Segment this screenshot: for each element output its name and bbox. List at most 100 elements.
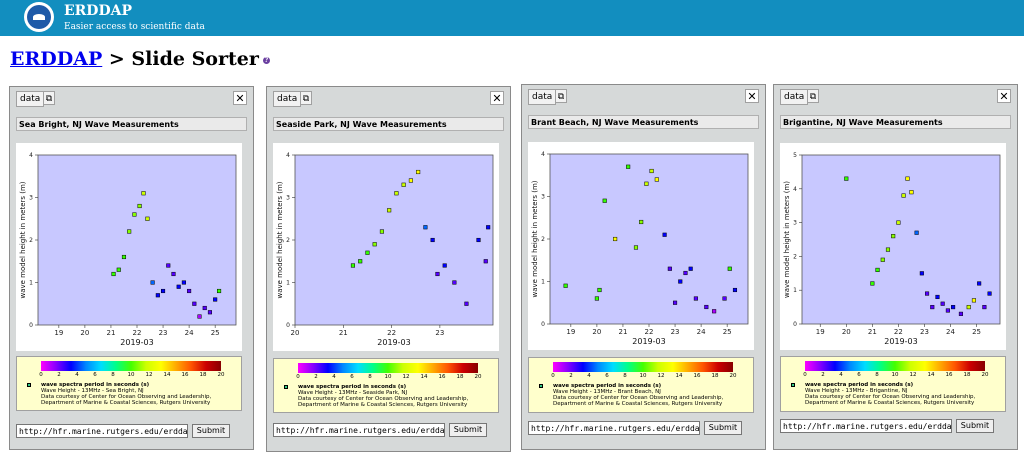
slide-panel: data ⧉ ✕ Seaside Park, NJ Wave Measurements… <box>266 86 511 452</box>
data-point <box>626 164 631 169</box>
popout-icon[interactable]: ⧉ <box>807 89 819 103</box>
submit-button[interactable]: Submit <box>956 419 994 433</box>
x-tick-label: 23 <box>159 329 168 337</box>
data-point <box>982 305 987 310</box>
colorbar-ticks: 0 2 4 6 8 10 12 14 16 18 20 <box>296 374 481 381</box>
data-tab[interactable]: data <box>16 91 45 107</box>
plot-area <box>549 153 749 325</box>
y-tick-label: 2 <box>793 253 797 260</box>
colorbar-tick-label: 6 <box>605 373 609 379</box>
submit-button[interactable]: Submit <box>192 424 230 438</box>
y-tick-label: 1 <box>541 279 545 286</box>
data-point <box>464 301 469 306</box>
x-tick-label: 19 <box>566 328 575 336</box>
x-axis-label: 2019-03 <box>632 337 665 346</box>
data-point <box>633 245 639 250</box>
url-field[interactable]: http://hfr.marine.rutgers.edu/erddap/tab… <box>273 423 445 437</box>
data-point <box>654 177 659 182</box>
y-axis-label: wave model height in meters (m) <box>531 180 539 297</box>
chart-legend: 0 2 4 6 8 10 12 14 16 18 20 wave spectra period in … <box>528 357 754 413</box>
colorbar-tick-label: 20 <box>981 372 989 378</box>
colorbar-tick-label: 18 <box>963 372 971 378</box>
colorbar-tick-label: 4 <box>839 372 843 378</box>
colorbar-tick-label: 20 <box>474 374 482 380</box>
colorbar-tick-label: 16 <box>181 372 189 378</box>
data-point <box>435 271 440 277</box>
noaa-bird-icon <box>33 14 45 20</box>
data-tab[interactable]: data <box>528 89 557 105</box>
colorbar-tick-label: 6 <box>93 372 97 378</box>
data-point <box>966 305 971 310</box>
x-tick-label: 20 <box>842 328 851 336</box>
data-point <box>673 300 678 305</box>
url-field[interactable]: http://hfr.marine.rutgers.edu/erddap/tab… <box>780 419 952 433</box>
data-point <box>187 288 192 294</box>
close-icon[interactable]: ✕ <box>997 89 1011 103</box>
x-axis-label: 2019-03 <box>120 338 153 347</box>
close-icon[interactable]: ✕ <box>233 91 247 105</box>
slide-title: Brant Beach, NJ Wave Measurements <box>528 115 759 129</box>
close-icon[interactable]: ✕ <box>745 89 759 103</box>
data-point <box>639 219 644 225</box>
data-point <box>416 169 421 175</box>
data-point <box>644 181 649 186</box>
colorbar-tick-label: 2 <box>821 372 825 378</box>
colorbar-tick-label: 6 <box>857 372 861 378</box>
y-tick-label: 2 <box>541 236 545 243</box>
x-tick-label: 21 <box>339 329 348 337</box>
data-point <box>387 208 392 213</box>
colorbar-tick-label: 12 <box>909 372 917 378</box>
data-tab[interactable]: data <box>780 89 809 105</box>
popout-icon[interactable]: ⧉ <box>43 91 55 105</box>
x-tick-label: 21 <box>868 328 877 336</box>
data-tab[interactable]: data <box>273 91 302 107</box>
y-tick-label: 2 <box>286 237 290 244</box>
y-axis-label: wave model height in meters (m) <box>276 181 284 298</box>
colorbar-tick-label: 8 <box>111 372 115 378</box>
colorbar-tick-label: 0 <box>551 373 555 379</box>
data-point <box>683 270 688 276</box>
data-point <box>945 308 950 313</box>
colorbar-ticks: 0 2 4 6 8 10 12 14 16 18 20 <box>551 373 736 380</box>
data-point <box>476 237 481 243</box>
url-field[interactable]: http://hfr.marine.rutgers.edu/erddap/tab… <box>16 424 188 438</box>
url-field[interactable]: http://hfr.marine.rutgers.edu/erddap/tab… <box>528 421 700 435</box>
data-point <box>486 225 491 230</box>
x-tick-label: 20 <box>592 328 601 336</box>
legend-credit-1: Data courtesy of Center for Ocean Observ… <box>805 394 976 400</box>
slide-title: Seaside Park, NJ Wave Measurements <box>273 117 504 131</box>
banner-title: ERDDAP <box>64 3 132 19</box>
legend-credit-2: Department of Marine & Coastal Sciences,… <box>41 400 211 406</box>
data-point <box>602 198 607 203</box>
submit-button[interactable]: Submit <box>449 423 487 437</box>
colorbar-tick-label: 14 <box>675 373 683 379</box>
data-point <box>161 288 166 294</box>
popout-icon[interactable]: ⧉ <box>555 89 567 103</box>
popout-icon[interactable]: ⧉ <box>300 91 312 105</box>
submit-button[interactable]: Submit <box>704 421 742 435</box>
data-point <box>971 298 976 303</box>
y-tick-label: 0 <box>286 322 290 329</box>
close-icon[interactable]: ✕ <box>490 91 504 105</box>
erddap-home-link[interactable]: ERDDAP <box>10 48 103 70</box>
colorbar-tick-label: 10 <box>639 373 647 379</box>
data-point <box>217 288 222 294</box>
help-icon[interactable]: ? <box>262 56 270 64</box>
y-axis-label: wave model height in meters (m) <box>783 181 791 298</box>
data-point <box>613 236 618 242</box>
legend-credit-2: Department of Marine & Coastal Sciences,… <box>298 402 468 408</box>
noaa-logo[interactable] <box>24 2 54 32</box>
data-point <box>483 259 488 264</box>
colorbar-tick-label: 10 <box>127 372 135 378</box>
data-point <box>358 259 363 264</box>
wave-height-chart: 20 21 22 23 0 1 2 3 4 2019-03 wave model height in… <box>273 143 499 351</box>
erddap-banner: ERDDAP Easier access to scientific data <box>0 0 1024 36</box>
data-point <box>594 296 599 301</box>
data-point <box>958 311 963 316</box>
plot-area <box>37 154 237 326</box>
data-point <box>704 304 709 310</box>
data-point <box>213 297 218 302</box>
data-point <box>880 257 885 262</box>
plot-area <box>801 154 1001 325</box>
